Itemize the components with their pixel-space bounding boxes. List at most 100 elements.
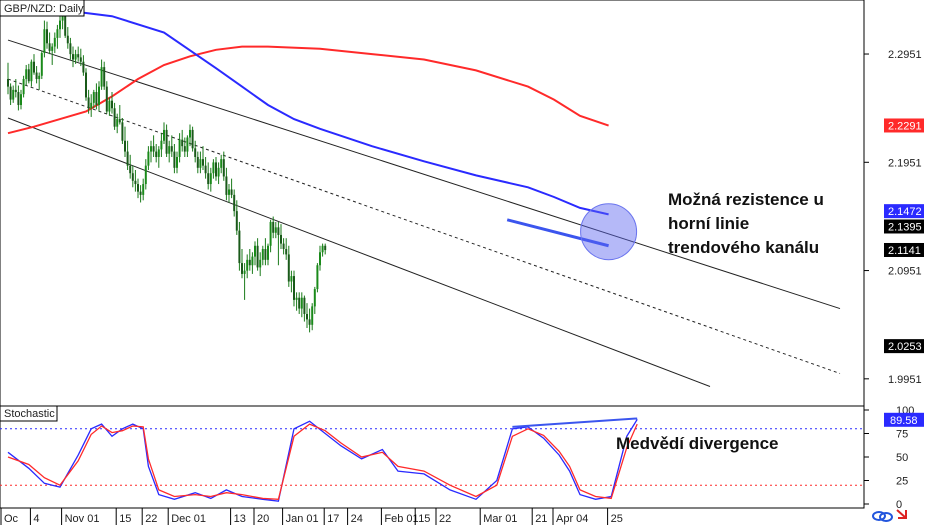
candle bbox=[17, 85, 20, 111]
time-tick-label: Feb 01 bbox=[384, 513, 418, 525]
candle bbox=[118, 105, 121, 125]
candle bbox=[43, 20, 46, 58]
time-tick-label: Mar 01 bbox=[483, 513, 517, 525]
candle bbox=[238, 221, 241, 271]
candle bbox=[77, 46, 80, 62]
price-tag: 2.1395 bbox=[884, 219, 924, 234]
candle bbox=[66, 27, 69, 49]
candle bbox=[51, 43, 54, 65]
candle bbox=[220, 154, 223, 174]
time-tick-label: Dec 01 bbox=[171, 513, 206, 525]
resistance-circle bbox=[580, 203, 638, 261]
candle bbox=[74, 49, 77, 64]
candle bbox=[264, 238, 267, 266]
time-axis: Oc 4 Nov 01 15 22 Dec 01 13 20 Jan 01 17 24 Feb 01 1… bbox=[0, 508, 623, 525]
svg-text:2.2291: 2.2291 bbox=[888, 120, 922, 132]
candle bbox=[215, 156, 217, 181]
time-tick-label: Apr 04 bbox=[556, 513, 588, 525]
candle bbox=[311, 303, 314, 331]
candle bbox=[22, 75, 25, 98]
trend-channel bbox=[7, 39, 841, 387]
price-tick-label: 2.2951 bbox=[888, 49, 922, 61]
candle bbox=[274, 221, 277, 239]
candle bbox=[280, 224, 282, 250]
candle bbox=[38, 72, 41, 90]
candle bbox=[204, 156, 207, 179]
candle bbox=[124, 126, 126, 157]
candle bbox=[48, 32, 51, 55]
candle bbox=[324, 243, 327, 255]
price-divergence-line bbox=[506, 218, 609, 248]
candle bbox=[134, 169, 137, 192]
candle bbox=[155, 143, 158, 163]
candle bbox=[9, 83, 12, 106]
price-title-box bbox=[0, 0, 85, 17]
candle bbox=[116, 113, 119, 134]
candle bbox=[129, 154, 132, 179]
svg-text:2.0253: 2.0253 bbox=[888, 341, 922, 353]
candle bbox=[163, 122, 165, 144]
candle bbox=[82, 55, 85, 76]
candle bbox=[113, 102, 116, 130]
stochastic-title-box bbox=[0, 405, 58, 422]
channel-line-solid bbox=[7, 117, 711, 387]
candle bbox=[72, 46, 74, 68]
candle bbox=[7, 62, 9, 95]
time-tick-label: 21 bbox=[535, 513, 547, 525]
channel-line-solid bbox=[7, 39, 841, 310]
time-tick-label: Oc bbox=[4, 513, 19, 525]
candle bbox=[144, 159, 147, 190]
candle bbox=[108, 97, 111, 116]
candle bbox=[87, 89, 90, 114]
candle bbox=[46, 21, 48, 49]
candle bbox=[246, 254, 249, 279]
price-chart-title: GBP/NZD: Daily bbox=[4, 3, 84, 15]
candle bbox=[308, 308, 311, 333]
time-tick-label: 13 bbox=[234, 513, 246, 525]
candle bbox=[53, 32, 56, 54]
svg-text:2.1395: 2.1395 bbox=[888, 221, 922, 233]
arrow-icon[interactable] bbox=[896, 509, 907, 519]
candle bbox=[59, 16, 61, 38]
candle bbox=[235, 200, 238, 235]
candle bbox=[228, 184, 230, 203]
candle bbox=[259, 252, 262, 277]
link-icon[interactable] bbox=[872, 511, 893, 522]
candle bbox=[14, 79, 17, 98]
candle bbox=[225, 167, 228, 201]
stochastic-title: Stochastic bbox=[4, 408, 55, 420]
candle bbox=[33, 54, 35, 75]
candle bbox=[92, 89, 95, 109]
candle bbox=[222, 151, 225, 181]
time-tick-label: 20 bbox=[257, 513, 269, 525]
resistance-annotation: Možná rezistence u horní linie trendovéh… bbox=[668, 190, 829, 257]
candle bbox=[25, 64, 28, 86]
stochastic-value-tag: 89.58 bbox=[884, 412, 924, 427]
candle bbox=[277, 221, 280, 266]
candle bbox=[202, 146, 204, 170]
candle bbox=[27, 63, 30, 84]
candle bbox=[282, 238, 285, 255]
time-tick-label: Jan 01 bbox=[286, 513, 319, 525]
moving-average-blue-line bbox=[7, 6, 609, 216]
time-tick-label: 4 bbox=[33, 513, 39, 525]
candle bbox=[298, 292, 301, 314]
stochastic-lines bbox=[0, 417, 864, 502]
stochastic-divergence-line bbox=[512, 417, 638, 428]
candle bbox=[69, 37, 72, 60]
stochastic-line-blue bbox=[7, 419, 638, 502]
candle bbox=[170, 135, 173, 157]
candle bbox=[105, 81, 108, 114]
svg-text:2.1472: 2.1472 bbox=[888, 206, 922, 218]
price-tick-label: 2.1951 bbox=[888, 157, 922, 169]
candle bbox=[111, 92, 113, 114]
candle bbox=[272, 216, 275, 239]
candle bbox=[196, 151, 199, 174]
candle bbox=[287, 245, 290, 287]
candle bbox=[168, 140, 171, 163]
candle bbox=[321, 243, 324, 257]
candle bbox=[207, 162, 210, 190]
time-tick-label: 24 bbox=[351, 513, 363, 525]
